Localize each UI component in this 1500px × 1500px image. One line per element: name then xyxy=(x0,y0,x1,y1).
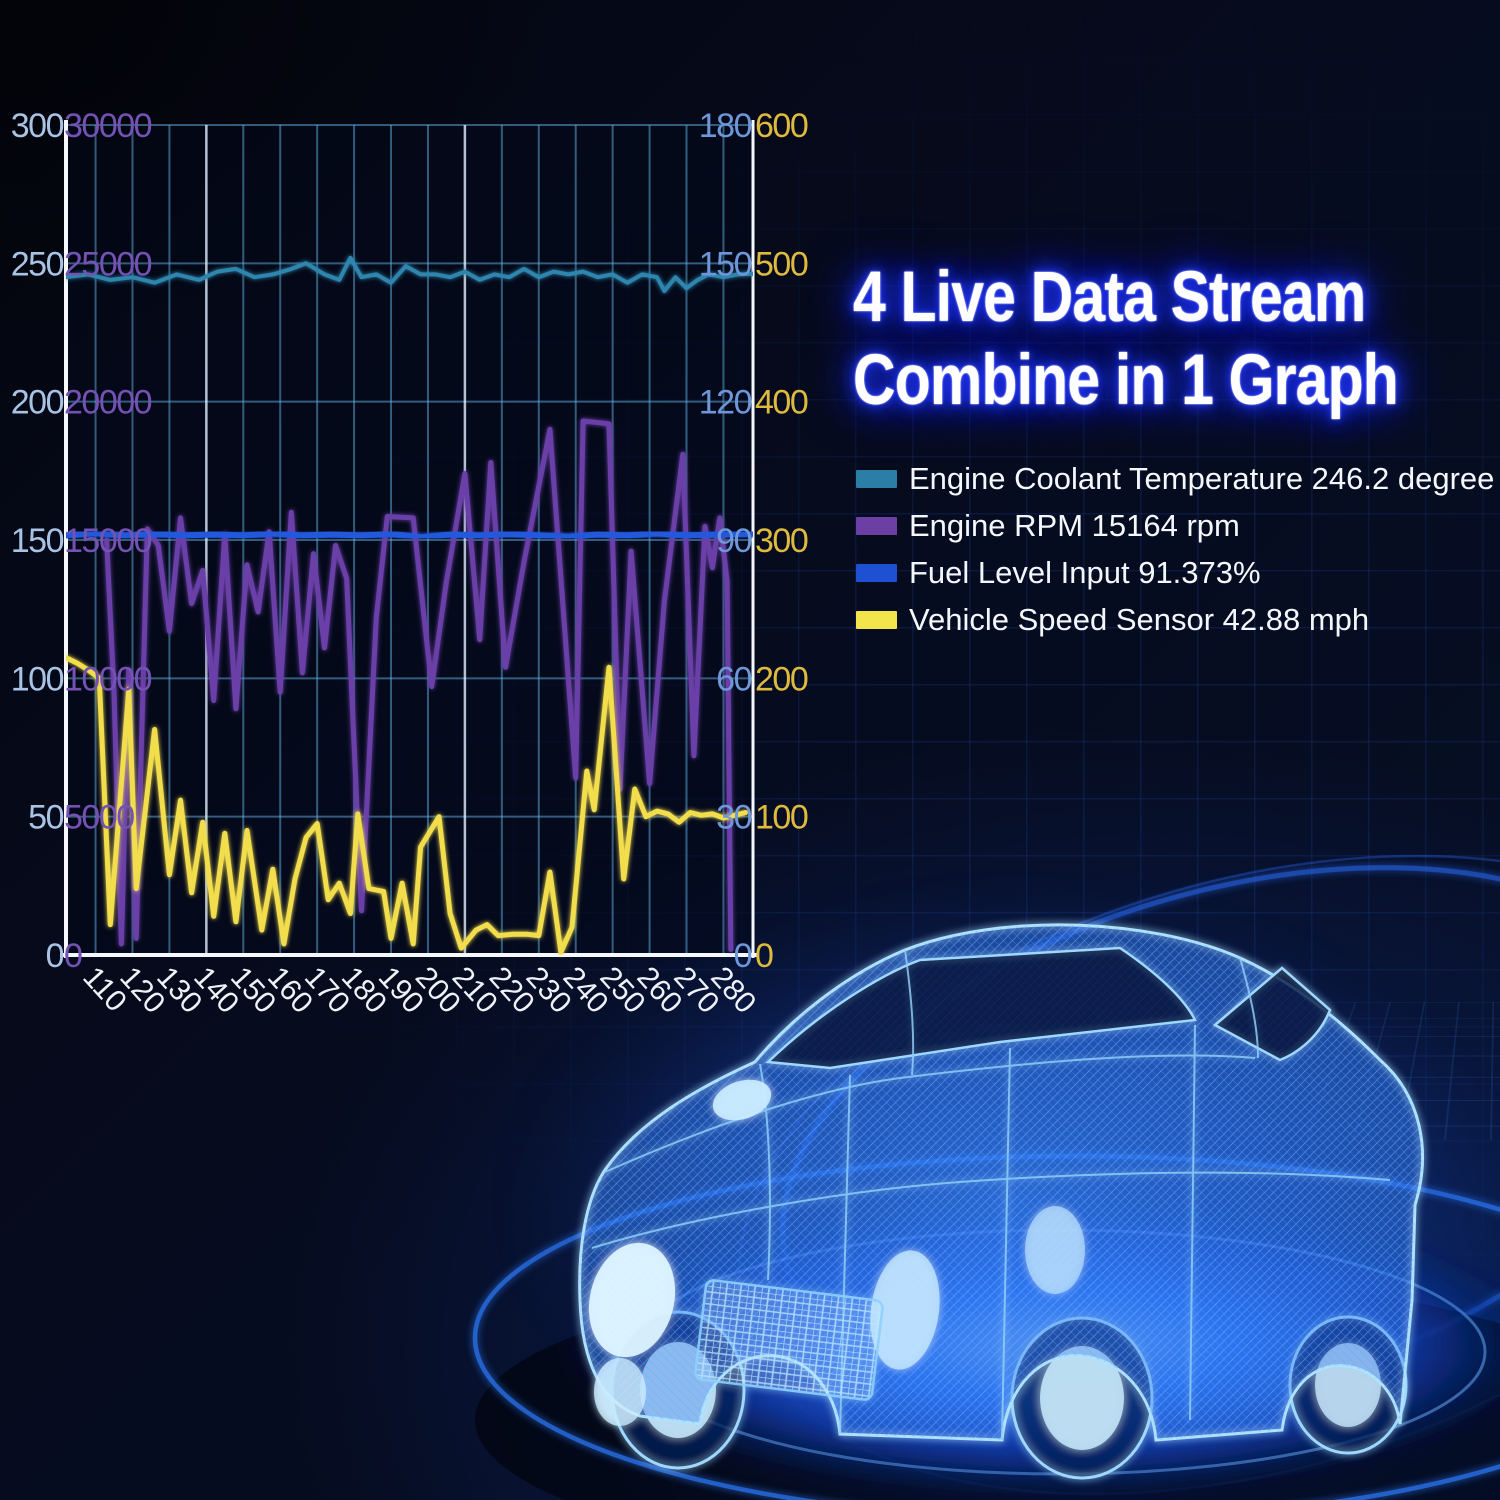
legend-swatch-icon xyxy=(856,516,897,535)
headline-line-1: 4 Live Data Stream xyxy=(853,258,1366,337)
legend-label: Vehicle Speed Sensor 42.88 mph xyxy=(909,601,1370,637)
series-rpm xyxy=(104,418,734,952)
car-windows xyxy=(765,946,1332,1070)
series-fuel xyxy=(66,530,753,541)
coolant-axis-tick: 100 xyxy=(11,660,64,698)
coolant-axis-tick: 250 xyxy=(11,245,64,283)
speed-axis-tick: 400 xyxy=(755,384,808,422)
fuel-axis-tick: 120 xyxy=(699,384,752,422)
speed-axis-tick: 300 xyxy=(755,522,808,560)
rpm-axis-tick: 15000 xyxy=(64,522,152,560)
rpm-axis-tick: 10000 xyxy=(64,660,152,698)
headline: 4 Live Data Stream Combine in 1 Graph xyxy=(853,256,1500,422)
fuel-axis-tick: 0 xyxy=(734,937,752,975)
car-mirror xyxy=(712,1079,772,1121)
coolant-axis-tick: 50 xyxy=(28,799,63,837)
series-speed xyxy=(66,655,749,955)
coolant-axis-tick: 300 xyxy=(11,107,64,145)
legend-swatch-icon xyxy=(856,563,897,582)
rpm-axis-tick: 0 xyxy=(64,937,82,975)
x-axis-tick: 280 xyxy=(704,961,762,1020)
legend-label: Engine RPM 15164 rpm xyxy=(909,507,1240,543)
speed-axis-tick: 600 xyxy=(755,107,808,145)
coolant-axis-tick: 0 xyxy=(46,937,64,975)
coolant-axis-tick: 200 xyxy=(11,384,64,422)
legend-item: Engine Coolant Temperature 246.2 degree … xyxy=(856,455,1500,502)
fuel-axis-tick: 150 xyxy=(699,245,752,283)
legend-item: Fuel Level Input 91.373% xyxy=(856,549,1500,596)
legend-swatch-icon xyxy=(856,469,897,488)
headline-line-2: Combine in 1 Graph xyxy=(853,341,1399,420)
legend: Engine Coolant Temperature 246.2 degree … xyxy=(856,455,1500,643)
fuel-axis-tick: 60 xyxy=(716,660,751,698)
rpm-axis-tick: 30000 xyxy=(64,107,152,145)
speed-axis-tick: 200 xyxy=(755,660,808,698)
rpm-axis-tick: 20000 xyxy=(64,384,152,422)
car-headlights xyxy=(588,1206,1085,1426)
legend-item: Engine RPM 15164 rpm xyxy=(856,502,1500,549)
speed-axis-tick: 0 xyxy=(755,937,773,975)
car-wireframe-lines xyxy=(591,949,1391,1441)
legend-label: Fuel Level Input 91.373% xyxy=(909,554,1261,590)
speed-axis-tick: 500 xyxy=(755,245,808,283)
speed-axis-tick: 100 xyxy=(755,799,808,837)
legend-label: Engine Coolant Temperature 246.2 degree … xyxy=(909,460,1500,496)
series-coolant xyxy=(66,255,753,293)
fuel-axis-tick: 90 xyxy=(716,522,751,560)
car-grille xyxy=(694,1279,884,1401)
coolant-axis-tick: 150 xyxy=(11,522,64,560)
fuel-axis-tick: 180 xyxy=(699,107,752,145)
legend-item: Vehicle Speed Sensor 42.88 mph xyxy=(856,596,1500,643)
fuel-axis-tick: 30 xyxy=(716,799,751,837)
legend-swatch-icon xyxy=(856,610,897,629)
rpm-axis-tick: 25000 xyxy=(64,245,152,283)
wireframe-car xyxy=(578,923,1424,1480)
rpm-axis-tick: 5000 xyxy=(64,799,134,837)
